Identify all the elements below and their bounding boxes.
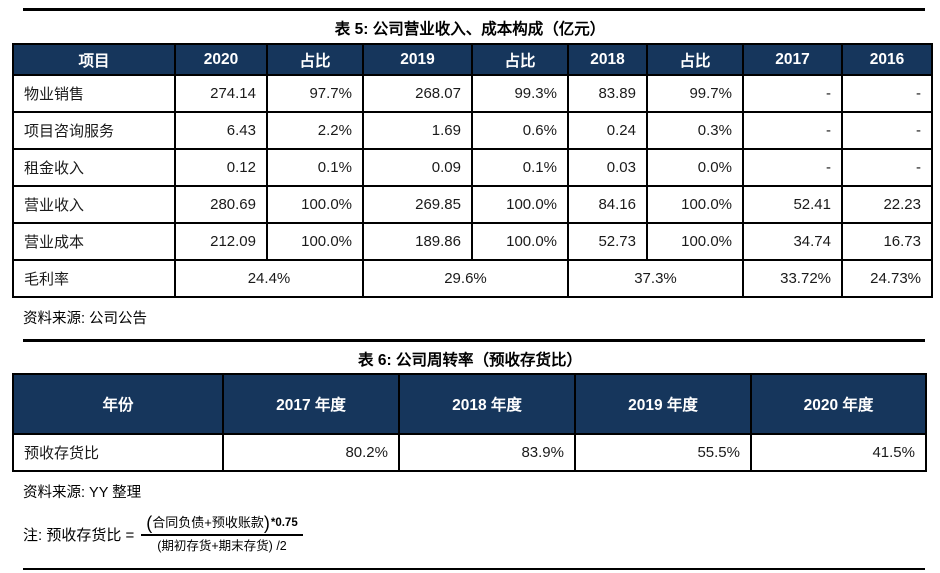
table-cell: 269.85 (362, 185, 473, 224)
bottom-rule (23, 568, 925, 570)
table-row: 营业收入 280.69 100.0% 269.85 100.0% 84.16 1… (12, 185, 933, 224)
table-cell: 0.24 (567, 111, 648, 150)
table-cell: 34.74 (742, 222, 843, 261)
table-cell: 84.16 (567, 185, 648, 224)
header-cell: 占比 (646, 43, 744, 76)
header-cell: 2018 (567, 43, 648, 76)
table-cell: 0.1% (471, 148, 569, 187)
row-label: 营业收入 (12, 185, 176, 224)
open-paren: ( (146, 512, 153, 533)
table-cell: 33.72% (742, 259, 843, 298)
header-cell: 年份 (12, 373, 224, 435)
turnover-table: 年份 2017 年度 2018 年度 2019 年度 2020 年度 预收存货比… (12, 373, 927, 472)
table-cell: 24.73% (841, 259, 933, 298)
table-cell: 100.0% (471, 185, 569, 224)
table-row: 预收存货比 80.2% 83.9% 55.5% 41.5% (12, 433, 927, 472)
table-cell: - (841, 148, 933, 187)
table-row: 物业销售 274.14 97.7% 268.07 99.3% 83.89 99.… (12, 74, 933, 113)
table-cell: 6.43 (174, 111, 268, 150)
table-cell: 100.0% (646, 222, 744, 261)
table5-header-row: 项目 2020 占比 2019 占比 2018 占比 2017 2016 (12, 43, 933, 76)
header-cell: 2019 年度 (574, 373, 752, 435)
table6-source: 资料来源: YY 整理 (23, 485, 142, 501)
table-cell: 37.3% (567, 259, 744, 298)
table-cell: 0.0% (646, 148, 744, 187)
formula-note: 注: 预收存货比 = (合同负债+预收账款) *0.75 (期初存货+期末存货) … (23, 508, 940, 560)
table-cell: 268.07 (362, 74, 473, 113)
table-row: 租金收入 0.12 0.1% 0.09 0.1% 0.03 0.0% - - (12, 148, 933, 187)
table-cell: 274.14 (174, 74, 268, 113)
table-cell: 97.7% (266, 74, 364, 113)
header-cell: 2018 年度 (398, 373, 576, 435)
table-cell: 0.1% (266, 148, 364, 187)
table-cell: 16.73 (841, 222, 933, 261)
table-cell: 99.7% (646, 74, 744, 113)
table-cell: 0.09 (362, 148, 473, 187)
header-cell: 2019 (362, 43, 473, 76)
table-cell: 83.9% (398, 433, 576, 472)
table-cell: 0.03 (567, 148, 648, 187)
table-cell: 24.4% (174, 259, 364, 298)
table-cell: 99.3% (471, 74, 569, 113)
table5-title: 表 5: 公司营业收入、成本构成（亿元） (334, 21, 606, 38)
section-divider (23, 339, 925, 342)
table6-title: 表 6: 公司周转率（预收存货比） (358, 352, 582, 369)
table-cell: 0.6% (471, 111, 569, 150)
table-row: 项目咨询服务 6.43 2.2% 1.69 0.6% 0.24 0.3% - - (12, 111, 933, 150)
table-cell: 100.0% (646, 185, 744, 224)
row-label: 营业成本 (12, 222, 176, 261)
gross-margin-row: 毛利率 24.4% 29.6% 37.3% 33.72% 24.73% (12, 259, 933, 298)
table-cell: 189.86 (362, 222, 473, 261)
table5-source: 资料来源: 公司公告 (23, 311, 148, 327)
header-cell: 2020 (174, 43, 268, 76)
header-cell: 2016 (841, 43, 933, 76)
table-cell: - (841, 74, 933, 113)
table-cell: 83.89 (567, 74, 648, 113)
row-label: 毛利率 (12, 259, 176, 298)
table-cell: 22.23 (841, 185, 933, 224)
row-label: 预收存货比 (12, 433, 224, 472)
table-cell: 0.12 (174, 148, 268, 187)
numerator-multiplier: *0.75 (270, 516, 298, 529)
row-label: 项目咨询服务 (12, 111, 176, 150)
top-rule (23, 8, 925, 11)
table-cell: - (742, 148, 843, 187)
table-cell: 52.73 (567, 222, 648, 261)
table-cell: 280.69 (174, 185, 268, 224)
header-cell: 2017 (742, 43, 843, 76)
table-cell: 55.5% (574, 433, 752, 472)
header-cell: 2017 年度 (222, 373, 400, 435)
table-cell: 29.6% (362, 259, 569, 298)
table-cell: 100.0% (266, 222, 364, 261)
header-cell: 占比 (471, 43, 569, 76)
table-cell: - (742, 111, 843, 150)
fraction-denominator: (期初存货+期末存货) /2 (157, 538, 287, 553)
row-label: 租金收入 (12, 148, 176, 187)
header-cell: 项目 (12, 43, 176, 76)
fraction-numerator: (合同负债+预收账款) *0.75 (141, 512, 303, 536)
revenue-cost-table: 项目 2020 占比 2019 占比 2018 占比 2017 2016 物业销… (12, 43, 933, 298)
table-cell: - (742, 74, 843, 113)
table6-header-row: 年份 2017 年度 2018 年度 2019 年度 2020 年度 (12, 373, 927, 435)
table-cell: 41.5% (750, 433, 927, 472)
table-cell: 2.2% (266, 111, 364, 150)
numerator-text: 合同负债+预收账款 (152, 514, 264, 530)
table-cell: - (841, 111, 933, 150)
table-cell: 0.3% (646, 111, 744, 150)
table-cell: 100.0% (471, 222, 569, 261)
table-cell: 80.2% (222, 433, 400, 472)
close-paren: ) (263, 512, 270, 533)
formula-fraction: (合同负债+预收账款) *0.75 (期初存货+期末存货) /2 (141, 512, 303, 555)
header-cell: 2020 年度 (750, 373, 927, 435)
header-cell: 占比 (266, 43, 364, 76)
row-label: 物业销售 (12, 74, 176, 113)
table-cell: 1.69 (362, 111, 473, 150)
table-cell: 212.09 (174, 222, 268, 261)
table-cell: 52.41 (742, 185, 843, 224)
table-row: 营业成本 212.09 100.0% 189.86 100.0% 52.73 1… (12, 222, 933, 261)
formula-prefix: 注: 预收存货比 = (23, 526, 135, 544)
table-cell: 100.0% (266, 185, 364, 224)
